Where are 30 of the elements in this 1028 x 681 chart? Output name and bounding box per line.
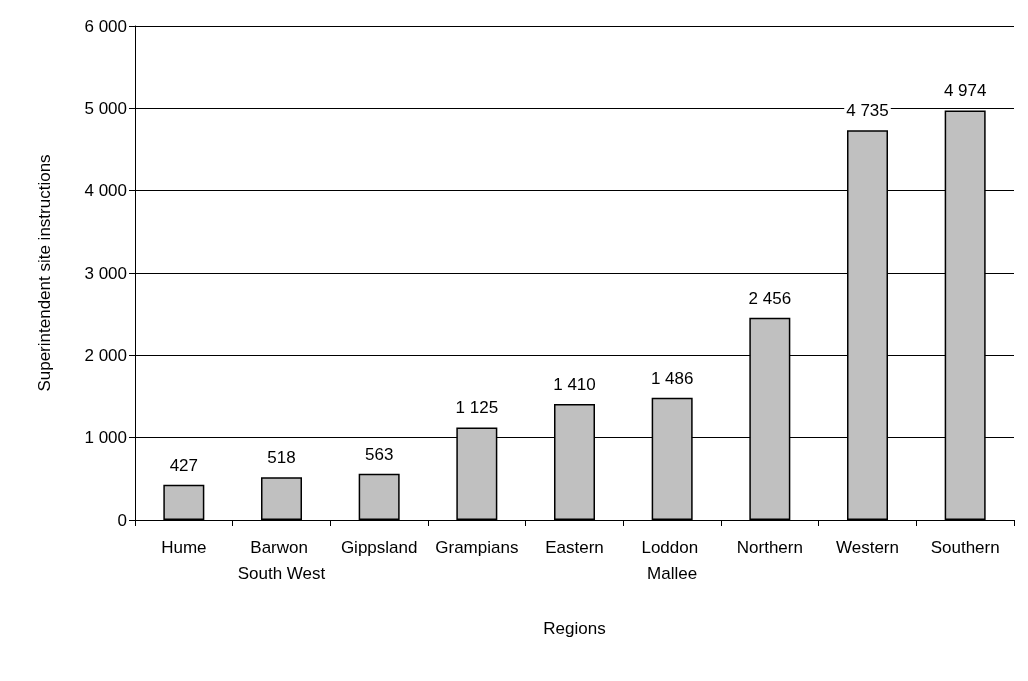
x-tick-label: Grampians <box>435 537 519 557</box>
data-label: 1 486 <box>650 368 694 388</box>
x-axis-title: Regions <box>543 619 606 638</box>
y-tick-label: 2 000 <box>84 345 127 365</box>
x-tick-label: Northern <box>736 537 803 557</box>
bar <box>261 477 302 520</box>
bar <box>163 484 205 520</box>
x-tick-label: Hume <box>161 537 207 557</box>
x-tick-label: Western <box>836 537 899 557</box>
data-label: 518 <box>267 448 296 468</box>
y-tick-label: 4 000 <box>84 181 127 201</box>
y-tick-label: 6 000 <box>84 16 127 36</box>
y-tick-label: 3 000 <box>84 263 127 283</box>
x-tick-label: Gippsland <box>340 537 418 557</box>
bar <box>358 473 400 520</box>
data-label: 2 456 <box>748 288 792 308</box>
data-label: 563 <box>364 444 394 464</box>
x-tick-label: Barwon South West <box>237 537 326 583</box>
x-tick-label: Southern <box>930 537 1000 557</box>
data-label: 1 410 <box>553 374 596 394</box>
y-tick-label: 5 000 <box>84 98 127 118</box>
y-tick-label: 1 000 <box>84 428 127 448</box>
data-label: 4 974 <box>943 81 987 101</box>
y-tick-label: 0 <box>117 510 127 530</box>
data-label: 4 735 <box>846 101 889 121</box>
x-tick-label: Eastern <box>545 537 604 557</box>
x-tick-label: Loddon Mallee <box>641 537 703 583</box>
data-label: 1 125 <box>455 398 499 418</box>
data-label: 427 <box>169 455 199 475</box>
y-axis-title: Superintendent site instructions <box>35 154 54 392</box>
